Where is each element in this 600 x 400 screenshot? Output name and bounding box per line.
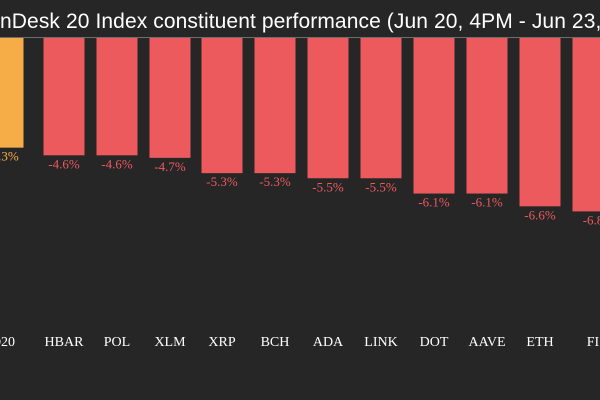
value-label-fil: -6.8	[583, 212, 600, 227]
bar-eth	[519, 38, 561, 207]
category-label-xrp: XRP	[208, 335, 235, 350]
bar-link	[360, 38, 402, 179]
value-label-xlm: -4.7%	[154, 159, 186, 174]
value-label-bch: -5.3%	[259, 174, 291, 189]
category-label-ada: ADA	[313, 335, 344, 350]
value-label-pol: -4.6%	[101, 156, 133, 171]
bar-d20	[0, 38, 24, 148]
category-label-fil: FI	[587, 335, 600, 350]
bar-dot	[413, 38, 455, 194]
category-label-dot: DOT	[420, 335, 449, 350]
category-label-link: LINK	[364, 335, 397, 350]
category-label-pol: POL	[104, 335, 130, 350]
value-label-ada: -5.5%	[312, 179, 344, 194]
value-label-xrp: -5.3%	[206, 174, 238, 189]
category-label-bch: BCH	[261, 335, 290, 350]
category-label-xlm: XLM	[154, 335, 186, 350]
value-label-aave: -6.1%	[471, 195, 503, 210]
value-label-d20: -4.3%	[0, 149, 19, 164]
bar-hbar	[43, 38, 85, 156]
bar-fil	[572, 38, 600, 212]
bar-pol	[96, 38, 138, 156]
bar-ada	[307, 38, 349, 179]
value-label-link: -5.5%	[365, 179, 397, 194]
chart-title: nDesk 20 Index constituent performance (…	[0, 10, 600, 33]
value-label-eth: -6.6%	[524, 207, 556, 222]
bar-aave	[466, 38, 508, 194]
bar-bch	[254, 38, 296, 174]
category-label-d20: D20	[0, 335, 15, 350]
value-label-dot: -6.1%	[418, 195, 450, 210]
bar-xlm	[149, 38, 191, 158]
category-label-eth: ETH	[526, 335, 553, 350]
value-label-hbar: -4.6%	[48, 156, 80, 171]
category-label-aave: AAVE	[468, 335, 505, 350]
category-label-hbar: HBAR	[45, 335, 85, 350]
title-divider	[0, 37, 600, 38]
bar-xrp	[201, 38, 243, 174]
